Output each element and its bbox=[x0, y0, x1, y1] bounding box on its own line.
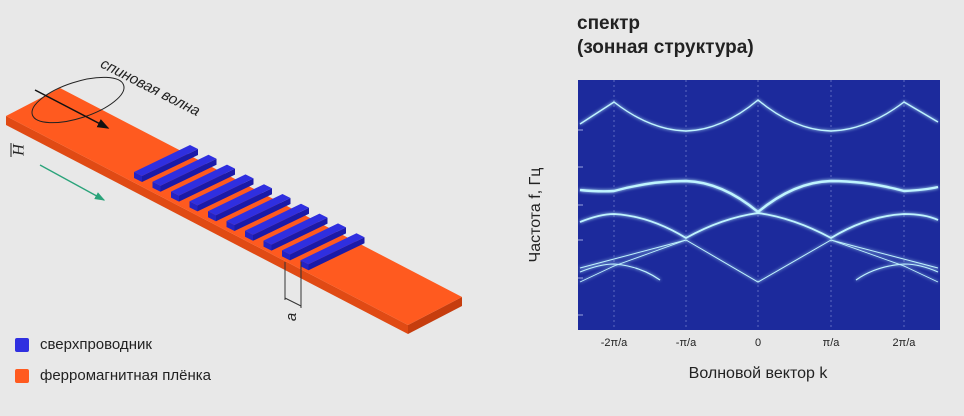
band bbox=[579, 239, 939, 283]
x-tick-label: -π/a bbox=[676, 337, 697, 349]
spectrum-bands: -2π/a -π/a 0 π/a 2π/a bbox=[578, 80, 939, 349]
wave-ellipse bbox=[31, 76, 125, 124]
bar-side bbox=[179, 168, 235, 202]
y-axis-label: Частота f, Гц bbox=[527, 168, 544, 263]
field-label: H bbox=[11, 143, 28, 157]
film-side bbox=[6, 116, 408, 334]
bar-side bbox=[300, 260, 309, 271]
bar-side bbox=[282, 250, 290, 261]
x-tick-label: -2π/a bbox=[601, 337, 628, 349]
bar-top bbox=[208, 184, 272, 216]
bar-side bbox=[171, 191, 179, 202]
bar-side bbox=[208, 211, 216, 222]
bar-side bbox=[245, 230, 253, 241]
bar-side bbox=[234, 198, 291, 231]
band bbox=[579, 179, 939, 214]
bar-side bbox=[160, 158, 217, 192]
legend-swatch bbox=[15, 338, 29, 352]
band bbox=[579, 239, 939, 283]
period-label: a bbox=[283, 313, 300, 321]
film-side bbox=[408, 297, 462, 334]
bar-side bbox=[216, 188, 272, 222]
bar-side bbox=[290, 227, 346, 261]
band bbox=[579, 99, 939, 132]
bar-side bbox=[152, 181, 161, 192]
bar-top bbox=[282, 223, 346, 255]
bar-side bbox=[197, 178, 254, 212]
bar-top bbox=[152, 154, 217, 186]
bar-top bbox=[300, 233, 365, 265]
bar-side bbox=[134, 172, 142, 182]
bar-side bbox=[263, 240, 272, 251]
bar-side bbox=[142, 149, 198, 182]
spectrum-title: (зонная структура) bbox=[577, 37, 754, 58]
legend: сверхпроводник ферромагнитная плёнка bbox=[15, 336, 212, 384]
legend-label: ферромагнитная плёнка bbox=[40, 367, 212, 384]
band bbox=[579, 212, 939, 240]
x-tick-label: 2π/a bbox=[893, 337, 917, 349]
field-arrow bbox=[39, 164, 106, 201]
bar-side bbox=[271, 217, 328, 251]
x-axis-label: Волновой вектор k bbox=[689, 365, 829, 382]
bar-top bbox=[134, 145, 198, 176]
bar-top bbox=[171, 164, 235, 196]
bar-top bbox=[245, 203, 309, 235]
dim-line bbox=[284, 297, 302, 307]
spectrum-plot bbox=[578, 80, 940, 330]
legend-label: сверхпроводник bbox=[40, 336, 152, 353]
x-tick-label: 0 bbox=[755, 337, 761, 349]
spectrum-title: спектр bbox=[577, 13, 640, 34]
bar-side bbox=[226, 221, 235, 231]
wave-arrow bbox=[34, 89, 110, 129]
bar-side bbox=[253, 207, 309, 241]
bar-side bbox=[189, 201, 198, 212]
bar-side bbox=[308, 237, 365, 271]
legend-swatch bbox=[15, 369, 29, 383]
bar-top bbox=[226, 194, 291, 225]
superconductor-bars bbox=[134, 145, 365, 271]
bar-top bbox=[189, 174, 254, 206]
x-tick-label: π/a bbox=[823, 337, 841, 349]
band bbox=[579, 263, 939, 281]
bar-top bbox=[263, 213, 328, 245]
